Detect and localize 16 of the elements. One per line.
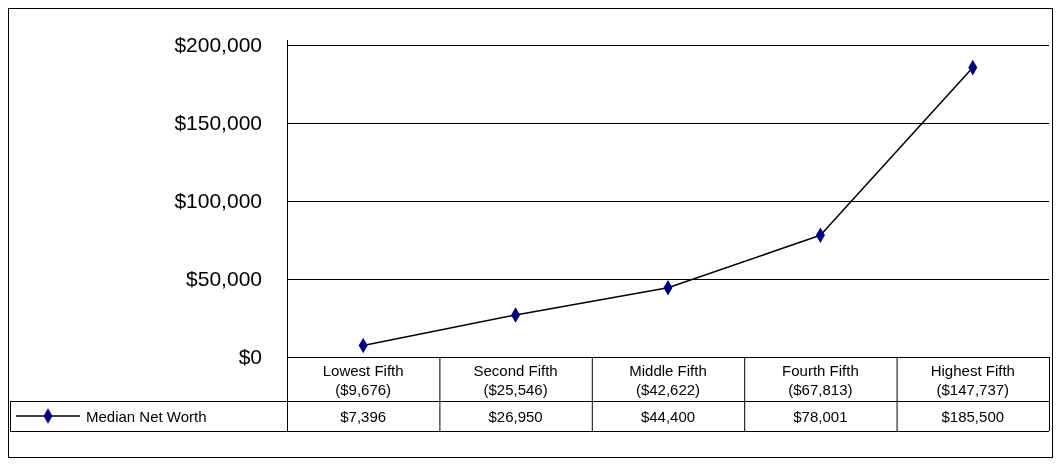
data-label: $26,950 bbox=[488, 408, 543, 425]
y-tick-label: $50,000 bbox=[186, 267, 262, 291]
x-tick-label: Fourth Fifth ($67,813) bbox=[782, 362, 859, 398]
x-tick-label: Highest Fifth ($147,737) bbox=[930, 362, 1015, 398]
x-tick-label: Lowest Fifth ($9,676) bbox=[322, 362, 404, 398]
y-tick-label: $150,000 bbox=[174, 111, 262, 135]
data-label: $185,500 bbox=[941, 408, 1005, 425]
x-tick-label: Middle Fifth ($42,622) bbox=[629, 362, 707, 398]
legend-label: Median Net Worth bbox=[86, 408, 207, 425]
x-tick-label: Second Fifth ($25,546) bbox=[473, 362, 558, 398]
y-tick-label: $100,000 bbox=[174, 189, 262, 213]
y-tick-label: $0 bbox=[238, 345, 262, 369]
y-tick-label: $200,000 bbox=[174, 33, 262, 57]
data-label: $78,001 bbox=[793, 408, 848, 425]
data-label: $7,396 bbox=[340, 408, 387, 425]
data-label: $44,400 bbox=[640, 408, 696, 425]
